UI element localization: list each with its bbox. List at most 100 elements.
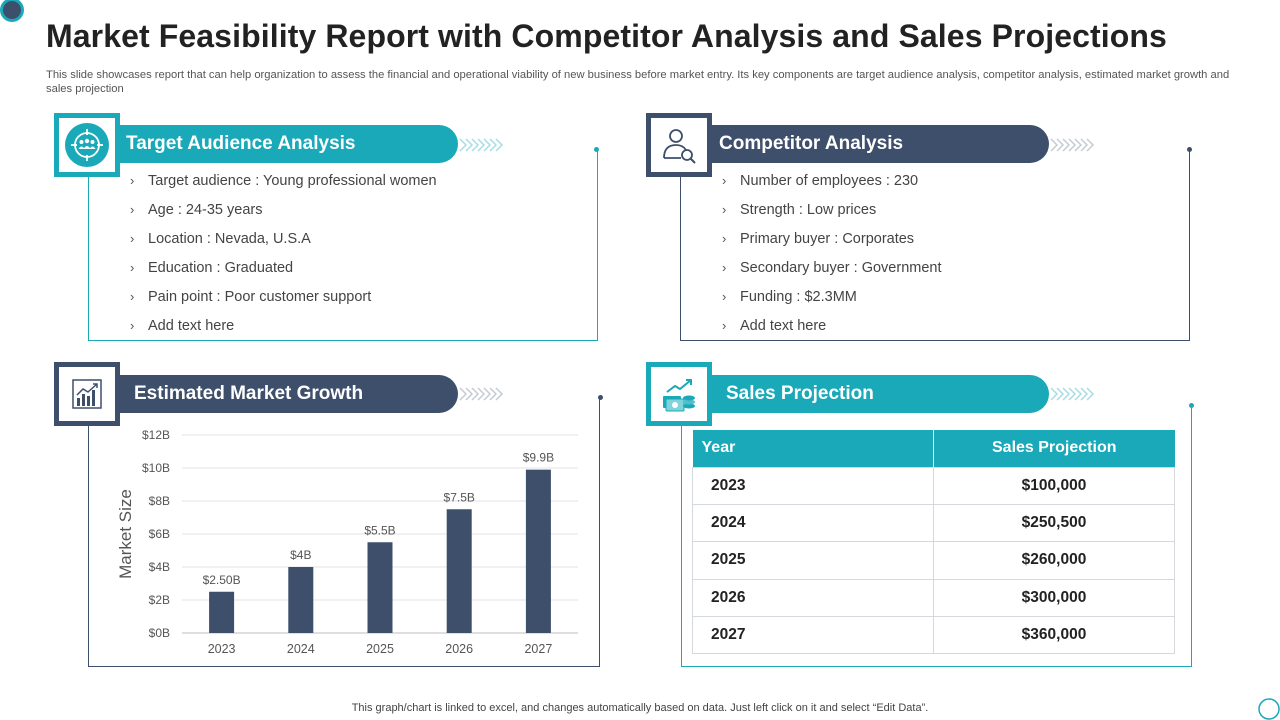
year-cell: 2024 [692,503,934,543]
list-item: › Pain point : Poor customer support [130,288,372,305]
list-item: › Education : Graduated [130,259,294,276]
bullet-chevron-icon: › [130,173,135,188]
chart-y-tick-label: $12B [142,428,170,442]
target-audience-list: › Target audience : Young professional wo… [130,166,437,340]
page-title: Market Feasibility Report with Competito… [46,18,1167,54]
list-item: › Secondary buyer : Government [722,259,942,276]
bullet-chevron-icon: › [722,318,727,333]
chart-data-label: $5.5B [364,523,395,537]
list-item: › Strength : Low prices [722,201,877,218]
corner-decoration-icon [1258,698,1280,720]
list-item: › Location : Nevada, U.S.A [130,230,311,247]
chart-y-tick-label: $10B [142,461,170,475]
money-growth-icon [656,372,702,416]
growth-chart-icon [64,372,110,416]
chart-bar [367,542,393,633]
competitor-icon-box [646,113,712,177]
frame-dot [598,395,603,400]
chart-y-tick-label: $4B [149,560,170,574]
section-title: Estimated Market Growth [134,383,364,404]
target-audience-icon-box [54,113,120,177]
chart-data-label: $7.5B [444,490,475,504]
table-row: 2025 $260,000 [692,541,1175,580]
sales-cell: $360,000 [933,616,1175,655]
page-subtitle: This slide showcases report that can hel… [46,69,1230,95]
section-header: Sales Projection [711,375,1049,413]
chart-y-tick-label: $8B [149,494,170,508]
bullet-chevron-icon: › [722,231,727,246]
chevron-trail-icon [459,138,504,152]
bullet-chevron-icon: › [722,173,727,188]
chart-bar [209,591,235,633]
competitor-search-icon [656,123,702,167]
target-audience-icon [65,123,109,167]
chart-x-tick-label: 2023 [208,642,236,656]
section-header: Target Audience Analysis [118,125,458,163]
table-row: 2027 $360,000 [692,616,1175,655]
panel-frame [681,408,1192,667]
table-row: 2023 $100,000 [692,466,1175,505]
bullet-chevron-icon: › [130,231,135,246]
bullet-chevron-icon: › [722,260,727,275]
sales-cell: $100,000 [933,466,1175,505]
list-item[interactable]: › Add text here [130,317,235,334]
sales-projection-table: Year Sales Projection 2023 $100,000 2024… [692,430,1175,655]
column-header-year: Year [692,430,934,467]
market-growth-icon-box [54,362,120,426]
frame-dot [1189,403,1194,408]
sales-cell: $260,000 [933,541,1175,580]
market-growth-chart: $0B $2B $4B $6B $8B $10B $12B $2.50B $4B $5.5B $7… [116,428,578,656]
year-cell: 2027 [692,616,934,655]
chart-y-tick-label: $0B [149,626,170,640]
chart-data-label: $9.9B [523,451,554,465]
chart-y-tick-label: $2B [149,593,170,607]
corner-decoration-icon [0,0,24,22]
chart-y-axis-label: Market Size [116,489,135,579]
section-header: Competitor Analysis [711,125,1049,163]
column-header-sales: Sales Projection [933,430,1175,467]
chart-y-tick-label: $6B [149,527,170,541]
year-cell: 2025 [692,541,934,580]
bullet-chevron-icon: › [722,289,727,304]
year-cell: 2026 [692,578,934,618]
chart-bar [446,509,472,633]
list-item[interactable]: › Add text here [722,317,827,334]
bullet-chevron-icon: › [130,260,135,275]
list-item: › Funding : $2.3MM [722,288,857,305]
bullet-chevron-icon: › [722,202,727,217]
chart-data-label: $2.50B [203,573,241,587]
bullet-chevron-icon: › [130,202,135,217]
footnote: This graph/chart is linked to excel, and… [351,702,929,714]
section-title: Competitor Analysis [719,133,904,154]
chevron-trail-icon [1050,387,1095,401]
panel-frame [680,150,1190,341]
section-header: Estimated Market Growth [118,375,458,413]
table-header-row: Year Sales Projection [692,430,1175,467]
chart-x-tick-label: 2026 [445,642,473,656]
chart-bar [288,567,314,633]
panel-frame [88,150,598,341]
bullet-chevron-icon: › [130,289,135,304]
competitor-list: › Number of employees : 230 › Strength : L… [722,166,942,340]
bullet-chevron-icon: › [130,318,135,333]
frame-dot [1187,147,1192,152]
frame-dot [594,147,599,152]
chart-data-label: $4B [290,548,311,562]
list-item: › Target audience : Young professional wo… [130,172,437,189]
chevron-trail-icon [1050,138,1095,152]
chart-x-tick-label: 2027 [524,642,552,656]
chart-bar [525,469,551,633]
chart-x-tick-label: 2024 [287,642,315,656]
table-row: 2026 $300,000 [692,578,1175,618]
table-row: 2024 $250,500 [692,503,1175,543]
sales-cell: $250,500 [933,503,1175,543]
sales-cell: $300,000 [933,578,1175,618]
list-item: › Number of employees : 230 [722,172,919,189]
sales-projection-icon-box [646,362,712,426]
panel-frame [88,399,600,667]
chevron-trail-icon [459,387,504,401]
list-item: › Age : 24-35 years [130,201,263,218]
section-title: Sales Projection [726,383,874,404]
section-title: Target Audience Analysis [126,133,356,154]
year-cell: 2023 [692,466,934,505]
